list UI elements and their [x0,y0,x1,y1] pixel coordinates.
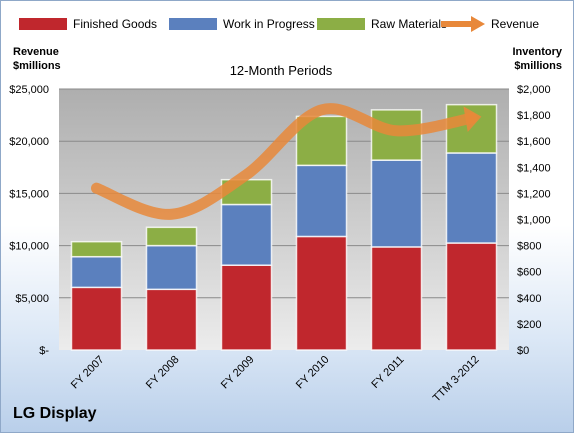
left-axis-label-line2: $millions [13,60,61,72]
bar-finished-goods [145,288,198,351]
right-tick-label: $1,800 [517,110,551,122]
left-tick-label: $5,000 [15,293,49,305]
right-tick-label: $1,200 [517,188,551,200]
bars [70,103,498,351]
gridlines [59,88,509,299]
legend-label: Finished Goods [73,17,157,31]
bar-work-in-progress [295,164,348,238]
revenue-line [91,103,477,220]
left-tick-label: $10,000 [9,241,49,253]
legend-swatch [169,18,217,30]
right-axis-label-line2: $millions [514,60,562,72]
legend-swatch [19,18,67,30]
bar-finished-goods [370,246,423,351]
bar-finished-goods [220,264,273,351]
bar-work-in-progress [220,203,273,266]
left-axis-label-line1: Revenue [13,46,59,58]
left-tick-label: $25,000 [9,84,49,96]
chart-title: 12-Month Periods [230,63,333,78]
right-tick-label: $400 [517,293,541,305]
right-tick-label: $1,600 [517,136,551,148]
right-tick-label: $2,000 [517,84,551,96]
category-label: FY 2010 [294,354,332,392]
category-label: FY 2007 [69,354,107,392]
legend-arrow [471,16,485,32]
right-tick-label: $1,400 [517,162,551,174]
revenue-arrowhead [463,106,482,133]
right-tick-label: $200 [517,319,541,331]
company-title: LG Display [13,405,97,422]
category-label: FY 2008 [144,354,182,392]
bar-work-in-progress [70,255,123,289]
legend: Finished Goods Work in Progress Raw Materi… [19,16,539,32]
category-label: FY 2011 [369,354,406,391]
legend-label: Work in Progress [223,17,315,31]
right-tick-label: $800 [517,241,541,253]
category-label: FY 2009 [219,354,257,392]
bar-finished-goods [70,286,123,351]
legend-label: Raw Materials [371,17,447,31]
bar-finished-goods [295,235,348,351]
legend-label: Revenue [491,17,539,31]
right-tick-label: $1,000 [517,215,551,227]
revenue-series [91,103,482,220]
bar-raw-materials [70,240,123,258]
bar-work-in-progress [445,152,498,244]
left-tick-label: $15,000 [9,188,49,200]
left-axis-ticks: $- $5,000 $10,000 $15,000 $20,000 $25,000 [9,84,49,357]
bar-raw-materials [145,226,198,247]
right-tick-label: $0 [517,345,529,357]
left-tick-label: $20,000 [9,136,49,148]
bar-work-in-progress [370,159,423,248]
right-axis-label-line1: Inventory [512,46,562,58]
category-labels: FY 2007 FY 2008 FY 2009 FY 2010 FY 2011 TTM 3… [69,354,482,405]
legend-swatch [317,18,365,30]
right-axis-ticks: $0 $200 $400 $600 $800 $1,000 $1,200 $1,400 $1,6… [517,84,551,357]
bar-work-in-progress [145,244,198,291]
category-label: TTM 3-2012 [431,354,482,405]
left-tick-label: $- [39,345,49,357]
right-tick-label: $600 [517,267,541,279]
bar-finished-goods [445,242,498,351]
